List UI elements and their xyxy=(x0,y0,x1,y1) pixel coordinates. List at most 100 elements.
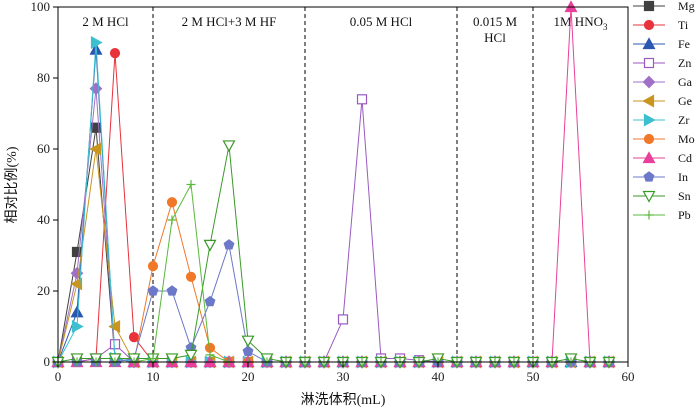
data-point-ti xyxy=(128,332,140,343)
series-line-mo xyxy=(58,200,609,363)
x-tick-label: 40 xyxy=(432,369,445,384)
y-tick-label: 80 xyxy=(37,70,50,85)
legend-marker xyxy=(642,151,656,164)
x-tick-label: 0 xyxy=(55,369,62,384)
legend-marker xyxy=(642,94,655,108)
legend-label: Ge xyxy=(678,94,692,108)
series-line-cd xyxy=(58,6,609,363)
data-point-mo xyxy=(147,261,159,272)
data-point-pb xyxy=(148,353,158,363)
data-point-pb xyxy=(186,180,196,189)
series-line-zr xyxy=(57,42,609,363)
region-label: 2 M HCl xyxy=(82,14,129,29)
region-label: 2 M HCl+3 M HF xyxy=(182,14,277,29)
legend-marker xyxy=(642,190,656,203)
data-point-in xyxy=(223,239,235,250)
data-point-in xyxy=(204,295,216,307)
data-series xyxy=(51,0,616,369)
legend-label: Mg xyxy=(678,0,695,13)
x-axis-title: 淋洗体积(mL) xyxy=(301,392,386,408)
legend-marker xyxy=(643,113,656,127)
series-line-ti xyxy=(58,53,609,363)
x-tick-label: 30 xyxy=(337,369,350,384)
y-axis-ticks: 0 20 40 60 80 100 xyxy=(31,0,58,369)
y-tick-label: 20 xyxy=(37,283,50,298)
region-label: 0.015 M xyxy=(473,14,518,29)
data-point-mo xyxy=(166,197,178,208)
legend-marker xyxy=(643,171,655,182)
series-cd xyxy=(51,0,616,368)
data-point-zn xyxy=(337,314,349,325)
data-point-sn xyxy=(222,140,236,153)
legend-label: Zn xyxy=(678,56,691,70)
data-point-mo xyxy=(185,271,197,282)
data-point-zn xyxy=(356,94,368,105)
data-point-zn xyxy=(109,339,121,350)
y-tick-label: 100 xyxy=(31,0,51,14)
x-tick-label: 20 xyxy=(242,369,255,384)
legend-label: Pb xyxy=(678,208,691,222)
legend-label: Cd xyxy=(678,151,692,165)
legend-marker xyxy=(642,37,656,50)
series-zn xyxy=(52,94,615,368)
y-tick-label: 40 xyxy=(37,212,50,227)
legend-label: Mo xyxy=(678,132,695,146)
axes xyxy=(57,6,629,363)
legend-label: Ti xyxy=(678,18,689,32)
data-point-ge xyxy=(108,319,121,334)
data-point-ga xyxy=(89,82,103,95)
data-point-fe xyxy=(70,305,84,318)
legend-label: Fe xyxy=(678,37,690,51)
data-point-in xyxy=(147,285,159,296)
plot-frame xyxy=(57,6,629,363)
data-point-ge xyxy=(70,277,83,291)
region-label: HCl xyxy=(484,30,506,45)
legend-marker xyxy=(642,75,656,89)
legend-label: Sn xyxy=(678,189,691,203)
y-axis-title: 相对比例(%) xyxy=(4,146,20,223)
x-tick-label: 60 xyxy=(622,369,635,384)
data-point-pb xyxy=(205,350,215,360)
series-in xyxy=(52,239,615,367)
region-label-text: 2 M HCl xyxy=(82,14,129,29)
data-point-zr xyxy=(90,35,103,50)
data-point-sn xyxy=(184,349,198,362)
region-label: 0.05 M HCl xyxy=(350,14,413,29)
series-fe xyxy=(51,42,616,368)
data-point-sn xyxy=(165,353,179,366)
legend: Mg Ti Fe Zn Ga Ge Zr Mo Cd In Sn Pb xyxy=(633,0,695,222)
legend-label: In xyxy=(678,170,688,184)
region-label-text: 2 M HCl+3 M HF xyxy=(182,14,277,29)
x-tick-label: 50 xyxy=(527,369,540,384)
region-label: 1M HNO3 xyxy=(554,14,608,32)
y-tick-label: 60 xyxy=(37,141,50,156)
series-line-ga xyxy=(57,88,609,363)
data-point-ti xyxy=(109,48,121,59)
x-axis-ticks: 0 10 20 30 40 50 60 xyxy=(55,362,635,384)
data-point-pb xyxy=(167,215,177,225)
series-line-fe xyxy=(57,49,609,363)
data-point-zr xyxy=(71,319,84,334)
series-zr xyxy=(52,35,616,369)
series-ti xyxy=(52,48,615,368)
legend-marker xyxy=(643,133,655,145)
data-point-sn xyxy=(241,335,255,348)
legend-label: Zr xyxy=(678,113,689,127)
data-point-mg xyxy=(71,246,83,258)
region-labels: 2 M HCl 2 M HCl+3 M HF 0.05 M HCl 0.015 MHC… xyxy=(82,14,608,45)
legend-label: Ga xyxy=(678,75,693,89)
legend-marker xyxy=(643,57,655,69)
region-label-subscript: 3 xyxy=(603,22,608,32)
y-tick-label: 0 xyxy=(44,354,51,369)
data-point-in xyxy=(242,345,254,356)
legend-marker xyxy=(643,19,655,31)
region-label-text: 0.05 M HCl xyxy=(350,14,413,29)
data-point-ge xyxy=(89,142,102,156)
series-mg xyxy=(52,122,615,368)
x-tick-label: 10 xyxy=(147,369,160,384)
series-line-zn xyxy=(58,99,609,363)
series-ga xyxy=(51,82,616,369)
data-point-sn xyxy=(203,239,217,252)
series-line-in xyxy=(58,244,609,363)
